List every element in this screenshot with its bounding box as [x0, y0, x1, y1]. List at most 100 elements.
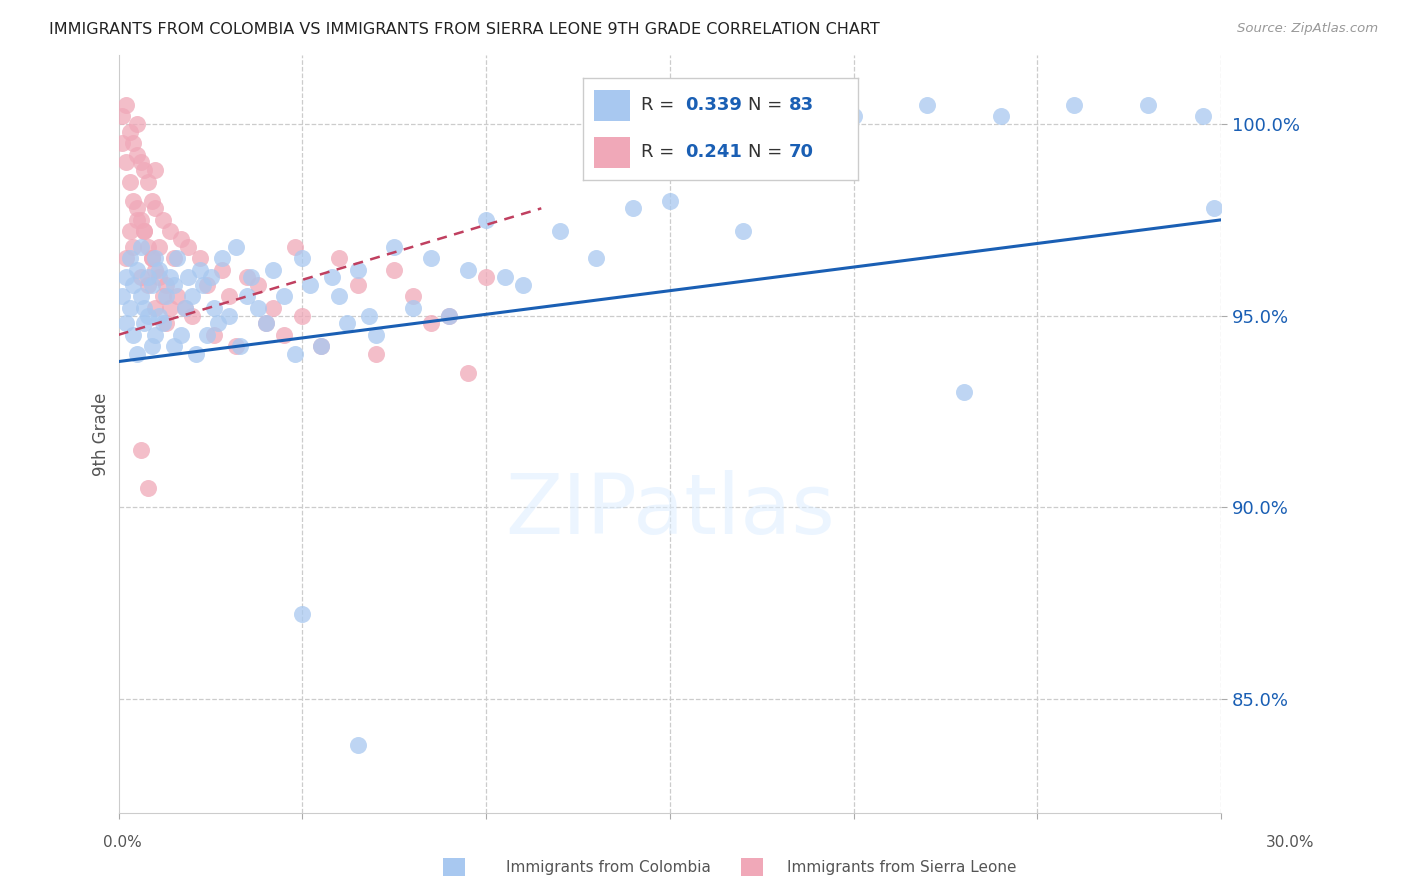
- Point: [155, 289, 177, 303]
- Point: [236, 289, 259, 303]
- Point: [202, 301, 225, 315]
- Point: [218, 289, 240, 303]
- Text: 0.241: 0.241: [685, 144, 742, 161]
- Point: [111, 289, 134, 303]
- Bar: [595, 137, 630, 168]
- Point: [328, 289, 350, 303]
- Point: [125, 212, 148, 227]
- Point: [177, 270, 200, 285]
- Point: [218, 309, 240, 323]
- Point: [229, 339, 252, 353]
- Point: [195, 327, 218, 342]
- Text: N =: N =: [748, 144, 787, 161]
- Point: [420, 316, 443, 330]
- Point: [915, 98, 938, 112]
- Point: [346, 262, 368, 277]
- Point: [512, 277, 534, 292]
- Point: [173, 301, 195, 315]
- Point: [136, 270, 159, 285]
- Text: R =: R =: [641, 144, 681, 161]
- Point: [136, 175, 159, 189]
- Point: [439, 309, 461, 323]
- Y-axis label: 9th Grade: 9th Grade: [93, 392, 110, 476]
- Point: [309, 339, 332, 353]
- Point: [122, 136, 145, 151]
- Point: [769, 98, 792, 112]
- Point: [173, 301, 195, 315]
- Point: [402, 289, 425, 303]
- Point: [346, 277, 368, 292]
- Text: 70: 70: [789, 144, 814, 161]
- Point: [118, 301, 141, 315]
- Point: [145, 251, 167, 265]
- Point: [585, 251, 607, 265]
- Point: [115, 98, 138, 112]
- Point: [166, 251, 188, 265]
- Point: [990, 110, 1012, 124]
- Point: [145, 163, 167, 178]
- Point: [254, 316, 277, 330]
- Point: [129, 270, 152, 285]
- Point: [225, 239, 247, 253]
- Point: [457, 366, 479, 380]
- Point: [129, 289, 152, 303]
- Point: [155, 277, 177, 292]
- Point: [129, 239, 152, 253]
- Text: Source: ZipAtlas.com: Source: ZipAtlas.com: [1237, 22, 1378, 36]
- Text: Immigrants from Colombia: Immigrants from Colombia: [506, 860, 711, 874]
- Point: [200, 270, 222, 285]
- Point: [145, 262, 167, 277]
- Point: [122, 239, 145, 253]
- Point: [159, 224, 181, 238]
- Point: [247, 301, 270, 315]
- Point: [141, 277, 163, 292]
- Point: [134, 224, 156, 238]
- Point: [163, 251, 186, 265]
- Point: [125, 147, 148, 161]
- Point: [136, 481, 159, 495]
- Point: [247, 277, 270, 292]
- Point: [439, 309, 461, 323]
- Point: [1136, 98, 1159, 112]
- Point: [658, 194, 681, 208]
- Point: [733, 224, 755, 238]
- Point: [284, 347, 307, 361]
- Point: [170, 232, 193, 246]
- Point: [842, 110, 865, 124]
- Text: R =: R =: [641, 96, 681, 114]
- Point: [111, 110, 134, 124]
- Point: [118, 125, 141, 139]
- Point: [163, 339, 186, 353]
- Point: [152, 212, 174, 227]
- Point: [159, 301, 181, 315]
- Text: Immigrants from Sierra Leone: Immigrants from Sierra Leone: [787, 860, 1017, 874]
- Point: [207, 316, 229, 330]
- Text: 30.0%: 30.0%: [1267, 836, 1315, 850]
- Point: [145, 327, 167, 342]
- Point: [122, 327, 145, 342]
- Point: [145, 202, 167, 216]
- Point: [134, 316, 156, 330]
- Point: [141, 251, 163, 265]
- Point: [122, 194, 145, 208]
- Point: [122, 277, 145, 292]
- Point: [184, 347, 207, 361]
- Point: [166, 289, 188, 303]
- Point: [115, 316, 138, 330]
- Point: [141, 339, 163, 353]
- Point: [621, 202, 644, 216]
- Point: [298, 277, 321, 292]
- Point: [134, 224, 156, 238]
- Point: [118, 175, 141, 189]
- Point: [364, 327, 387, 342]
- Point: [1063, 98, 1085, 112]
- Point: [254, 316, 277, 330]
- Point: [136, 309, 159, 323]
- Point: [181, 289, 204, 303]
- Point: [134, 301, 156, 315]
- Text: IMMIGRANTS FROM COLOMBIA VS IMMIGRANTS FROM SIERRA LEONE 9TH GRADE CORRELATION C: IMMIGRANTS FROM COLOMBIA VS IMMIGRANTS F…: [49, 22, 880, 37]
- Point: [475, 212, 498, 227]
- Point: [236, 270, 259, 285]
- Point: [181, 309, 204, 323]
- Point: [115, 270, 138, 285]
